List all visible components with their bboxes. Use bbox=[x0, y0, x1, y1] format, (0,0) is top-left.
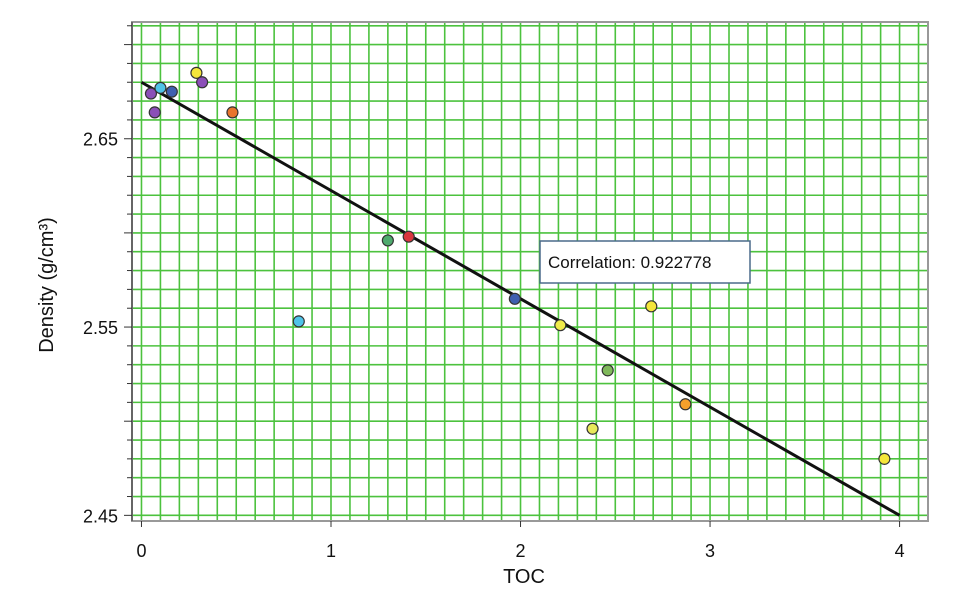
grid bbox=[132, 22, 928, 521]
x-tick-label: 0 bbox=[136, 541, 146, 561]
data-point bbox=[878, 452, 891, 465]
x-tick-label: 4 bbox=[895, 541, 905, 561]
plot-frame bbox=[131, 21, 929, 522]
data-points bbox=[144, 66, 891, 465]
data-point bbox=[586, 422, 599, 435]
data-point bbox=[645, 300, 658, 313]
y-axis-title: Density (g/cm³) bbox=[36, 217, 58, 353]
annotation-text: Correlation: 0.922778 bbox=[548, 253, 712, 272]
y-tick-label: 2.65 bbox=[83, 130, 118, 150]
data-point bbox=[144, 87, 158, 100]
x-ticks: 0 1 2 3 4 bbox=[136, 521, 905, 561]
data-point bbox=[381, 234, 394, 247]
y-tick-label: 2.55 bbox=[83, 318, 118, 338]
y-ticks: 2.45 2.55 2.65 bbox=[83, 25, 132, 526]
data-point bbox=[148, 106, 161, 119]
data-point bbox=[679, 398, 692, 411]
correlation-annotation: Correlation: 0.922778 bbox=[539, 240, 751, 284]
data-point bbox=[292, 315, 305, 328]
x-tick-label: 3 bbox=[705, 541, 715, 561]
x-tick-label: 2 bbox=[516, 541, 526, 561]
data-point bbox=[554, 319, 567, 332]
data-point bbox=[154, 81, 167, 95]
x-axis-title: TOC bbox=[503, 566, 545, 588]
data-point bbox=[190, 66, 203, 79]
data-point bbox=[226, 106, 239, 119]
annotation-box bbox=[539, 240, 751, 284]
data-point bbox=[196, 76, 209, 89]
y-tick-label: 2.45 bbox=[83, 506, 118, 526]
data-point bbox=[508, 292, 521, 305]
data-point bbox=[165, 85, 178, 98]
data-point bbox=[601, 364, 614, 377]
x-tick-label: 1 bbox=[326, 541, 336, 561]
data-point bbox=[402, 230, 415, 243]
